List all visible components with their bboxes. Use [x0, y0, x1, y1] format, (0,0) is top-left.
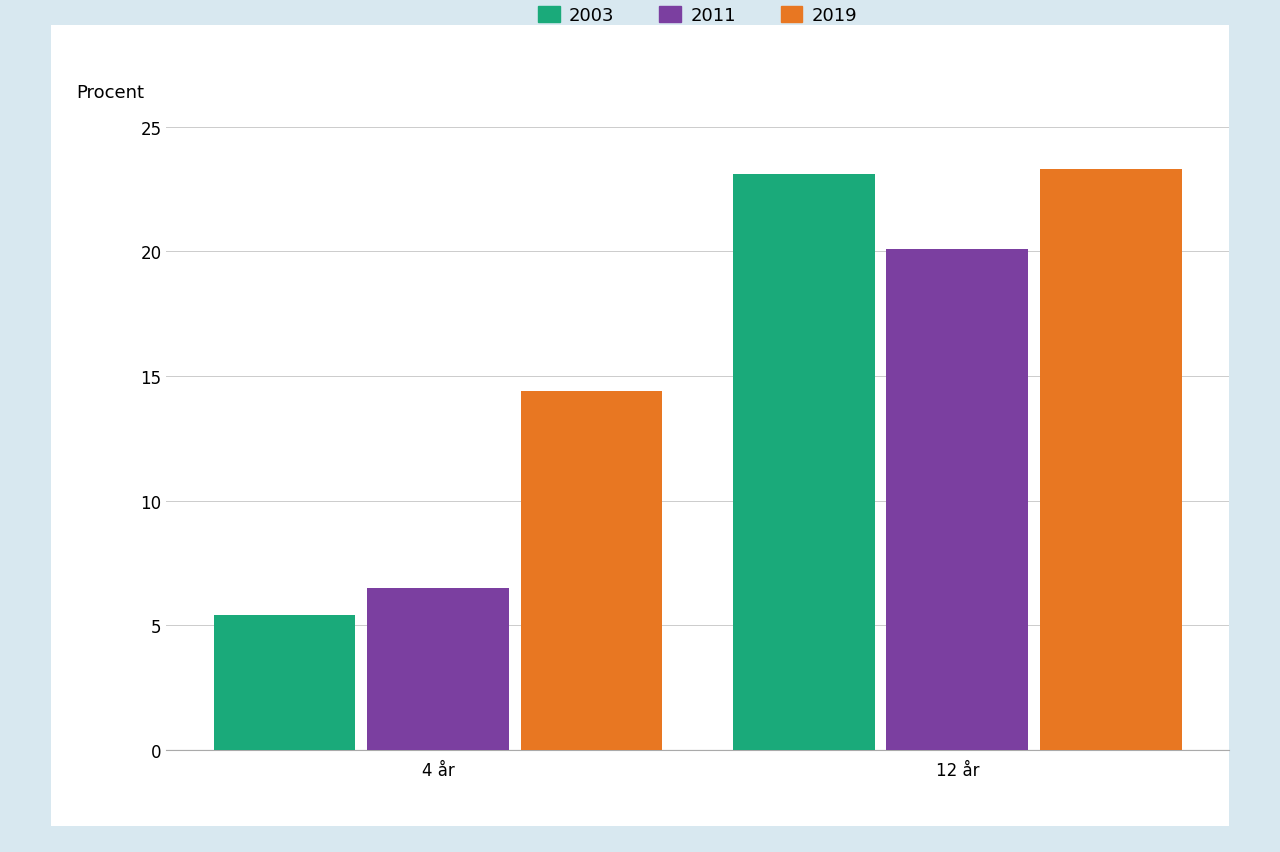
Bar	[887, 250, 1028, 750]
Bar	[214, 615, 356, 750]
Text: Procent: Procent	[76, 84, 145, 102]
Bar	[521, 392, 662, 750]
Legend: 2003, 2011, 2019: 2003, 2011, 2019	[531, 0, 864, 32]
Bar	[367, 588, 508, 750]
Bar	[733, 175, 874, 750]
Bar	[1039, 170, 1181, 750]
